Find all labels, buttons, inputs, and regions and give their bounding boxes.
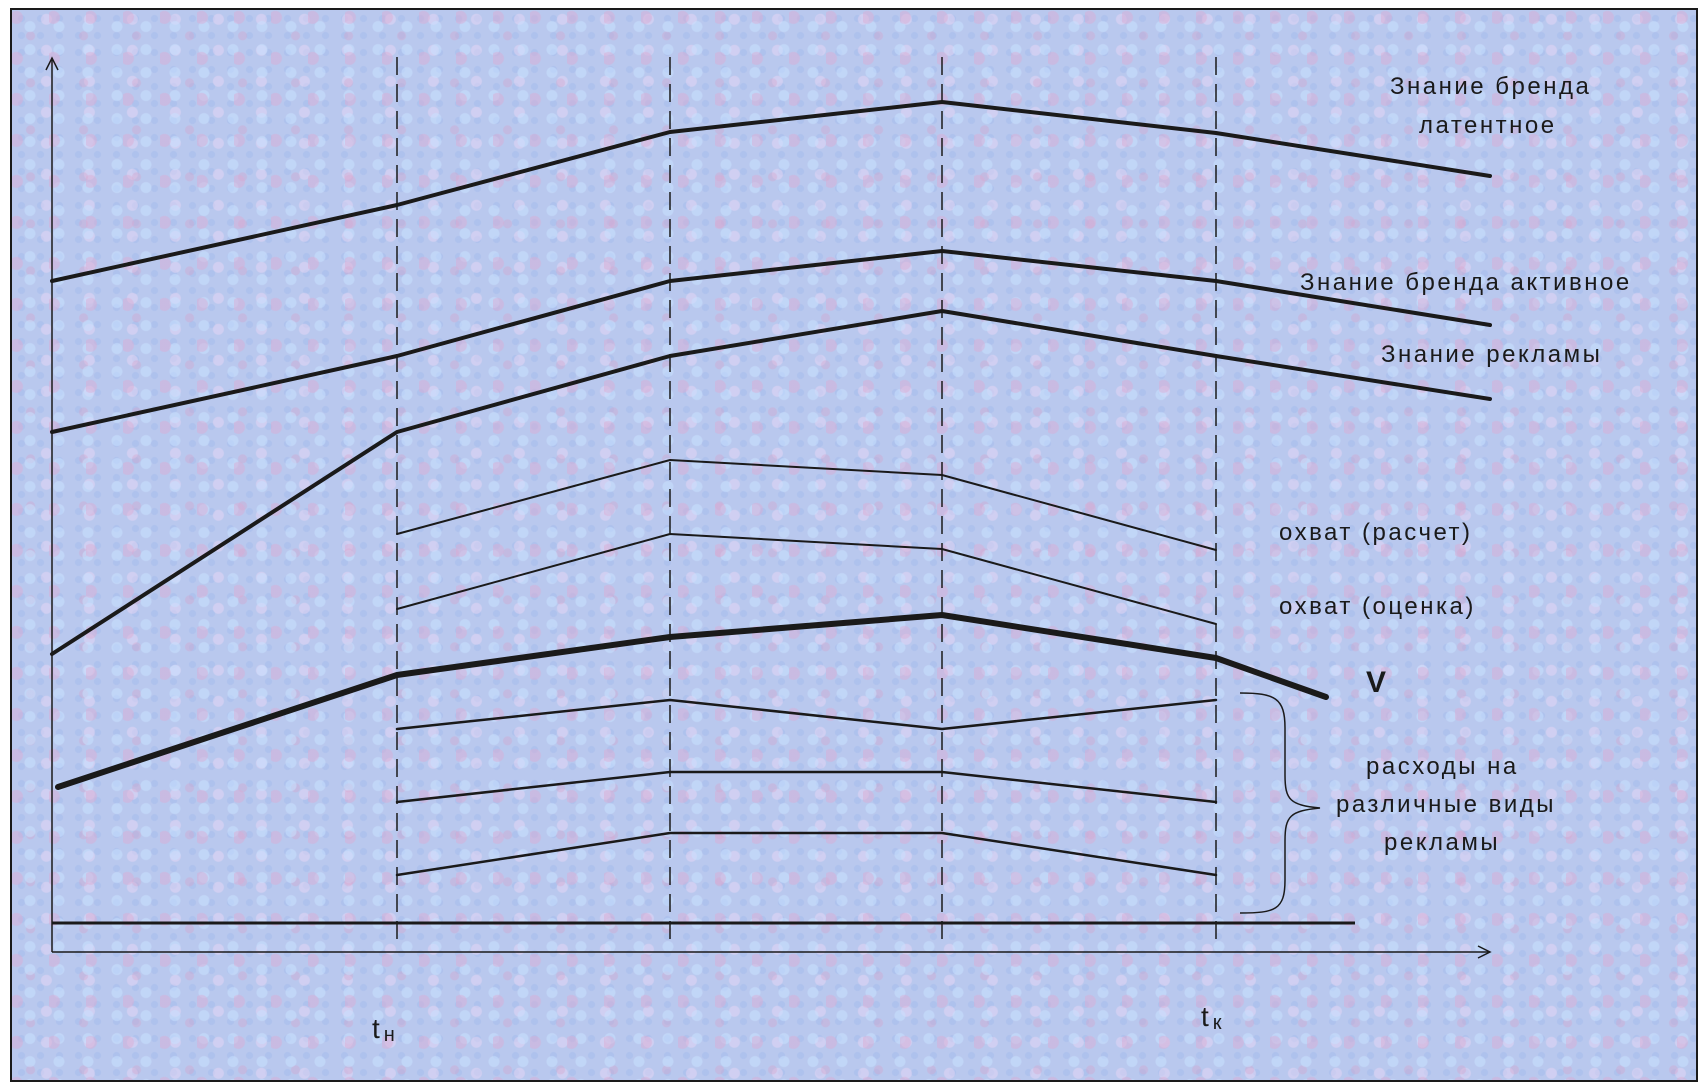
label-brand-active: Знание бренда активное xyxy=(1300,269,1632,296)
line-reach-calc xyxy=(396,459,1217,551)
line-ad-awareness xyxy=(50,309,1492,656)
line-brand-latent xyxy=(50,100,1492,283)
label-reach-calc: охват (расчет) xyxy=(1279,519,1473,546)
label-spend-1: расходы на xyxy=(1366,753,1519,780)
label-v: V xyxy=(1366,666,1386,699)
line-spend-3 xyxy=(395,831,1218,877)
label-brand-latent-1: Знание бренда xyxy=(1390,73,1591,100)
label-spend-2: различные виды xyxy=(1336,791,1556,818)
label-ad-awareness: Знание рекламы xyxy=(1381,341,1602,368)
line-v xyxy=(55,612,1329,790)
line-reach-estimate xyxy=(396,533,1217,625)
label-reach-estimate: охват (оценка) xyxy=(1279,593,1476,620)
line-spend-1 xyxy=(395,698,1218,731)
y-axis-arrow xyxy=(45,56,59,71)
spend-brace xyxy=(1239,692,1321,914)
x-axis-arrow xyxy=(1477,945,1492,959)
line-spend-2 xyxy=(395,770,1218,804)
label-brand-latent-2: латентное xyxy=(1419,112,1557,139)
label-spend-3: рекламы xyxy=(1384,829,1500,856)
line-brand-active xyxy=(50,249,1492,434)
